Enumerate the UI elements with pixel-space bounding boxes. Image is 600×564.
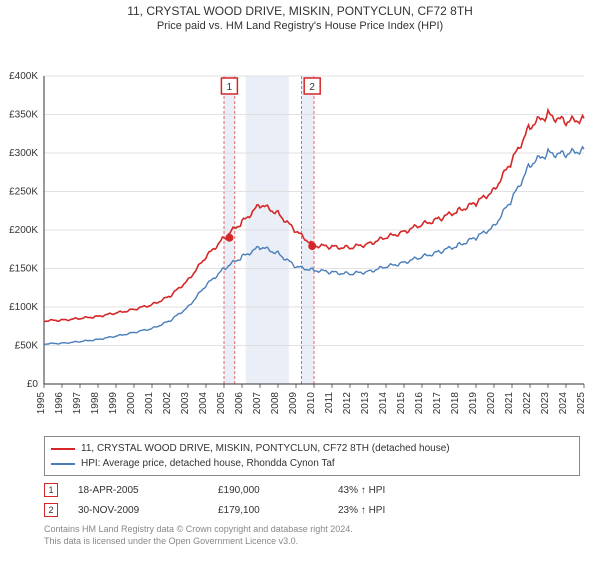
svg-text:2022: 2022 xyxy=(522,392,533,415)
sale-marker-2: 2 xyxy=(44,503,58,517)
svg-text:2012: 2012 xyxy=(342,392,353,415)
svg-text:2004: 2004 xyxy=(198,392,209,415)
svg-text:£250K: £250K xyxy=(9,187,38,198)
svg-text:2010: 2010 xyxy=(306,392,317,415)
svg-text:£200K: £200K xyxy=(9,225,38,236)
svg-text:1996: 1996 xyxy=(54,392,65,415)
legend-swatch xyxy=(51,448,75,450)
svg-text:£350K: £350K xyxy=(9,110,38,121)
legend-item: HPI: Average price, detached house, Rhon… xyxy=(51,456,573,471)
svg-text:£400K: £400K xyxy=(9,71,38,82)
svg-text:£100K: £100K xyxy=(9,302,38,313)
sale-marker-1: 1 xyxy=(44,483,58,497)
svg-text:1: 1 xyxy=(227,82,233,93)
svg-text:1997: 1997 xyxy=(72,392,83,415)
sale-row: 1 18-APR-2005 £190,000 43% ↑ HPI xyxy=(44,480,580,500)
legend-swatch xyxy=(51,463,75,465)
svg-text:1999: 1999 xyxy=(108,392,119,415)
sale-date: 18-APR-2005 xyxy=(78,485,198,496)
svg-text:2015: 2015 xyxy=(396,392,407,415)
svg-text:£0: £0 xyxy=(27,379,39,390)
sales-table: 1 18-APR-2005 £190,000 43% ↑ HPI 2 30-NO… xyxy=(44,480,580,520)
chart-title: 11, CRYSTAL WOOD DRIVE, MISKIN, PONTYCLU… xyxy=(0,4,600,18)
sale-price: £179,100 xyxy=(218,505,318,516)
chart-subtitle: Price paid vs. HM Land Registry's House … xyxy=(0,20,600,32)
legend-item: 11, CRYSTAL WOOD DRIVE, MISKIN, PONTYCLU… xyxy=(51,441,573,456)
sale-price: £190,000 xyxy=(218,485,318,496)
svg-text:2000: 2000 xyxy=(126,392,137,415)
svg-text:2007: 2007 xyxy=(252,392,263,415)
svg-text:2011: 2011 xyxy=(324,392,335,414)
svg-text:2002: 2002 xyxy=(162,392,173,415)
svg-text:2021: 2021 xyxy=(504,392,515,415)
svg-text:2025: 2025 xyxy=(576,392,587,415)
svg-text:2023: 2023 xyxy=(540,392,551,415)
svg-text:1995: 1995 xyxy=(36,392,47,415)
footer-attribution: Contains HM Land Registry data © Crown c… xyxy=(44,524,580,547)
svg-text:2018: 2018 xyxy=(450,392,461,415)
svg-text:2017: 2017 xyxy=(432,392,443,415)
svg-text:2014: 2014 xyxy=(378,392,389,415)
svg-text:2013: 2013 xyxy=(360,392,371,415)
svg-text:2020: 2020 xyxy=(486,392,497,415)
chart-area: £0 £50K £100K £150K £200K £250K £300K £350K £400… xyxy=(0,32,600,432)
svg-text:2001: 2001 xyxy=(144,392,155,415)
svg-text:£50K: £50K xyxy=(15,341,39,352)
svg-text:2009: 2009 xyxy=(288,392,299,415)
sale-hpi: 23% ↑ HPI xyxy=(338,505,438,516)
svg-text:£300K: £300K xyxy=(9,148,38,159)
svg-text:2003: 2003 xyxy=(180,392,191,415)
svg-text:2006: 2006 xyxy=(234,392,245,415)
footer-line: Contains HM Land Registry data © Crown c… xyxy=(44,524,580,536)
sale-hpi: 43% ↑ HPI xyxy=(338,485,438,496)
legend: 11, CRYSTAL WOOD DRIVE, MISKIN, PONTYCLU… xyxy=(44,436,580,476)
footer-line: This data is licensed under the Open Gov… xyxy=(44,536,580,548)
svg-text:2: 2 xyxy=(309,82,315,93)
svg-text:£150K: £150K xyxy=(9,264,38,275)
legend-label: HPI: Average price, detached house, Rhon… xyxy=(81,458,335,469)
svg-text:2005: 2005 xyxy=(216,392,227,415)
svg-text:2024: 2024 xyxy=(558,392,569,415)
sale-row: 2 30-NOV-2009 £179,100 23% ↑ HPI xyxy=(44,500,580,520)
svg-text:1998: 1998 xyxy=(90,392,101,415)
svg-text:2016: 2016 xyxy=(414,392,425,415)
svg-text:2008: 2008 xyxy=(270,392,281,415)
line-chart-svg: £0 £50K £100K £150K £200K £250K £300K £350K £400… xyxy=(0,32,600,432)
svg-text:2019: 2019 xyxy=(468,392,479,415)
legend-label: 11, CRYSTAL WOOD DRIVE, MISKIN, PONTYCLU… xyxy=(81,443,450,454)
sale-date: 30-NOV-2009 xyxy=(78,505,198,516)
